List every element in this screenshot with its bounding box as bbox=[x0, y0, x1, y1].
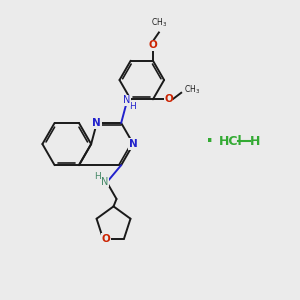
Text: O: O bbox=[148, 40, 157, 50]
Text: HCl: HCl bbox=[218, 135, 242, 148]
Text: O: O bbox=[102, 234, 110, 244]
Text: H: H bbox=[250, 135, 261, 148]
Text: H: H bbox=[94, 172, 101, 182]
Text: CH$_3$: CH$_3$ bbox=[151, 16, 167, 28]
Text: CH$_3$: CH$_3$ bbox=[184, 84, 200, 96]
Text: N: N bbox=[101, 177, 108, 187]
Text: N: N bbox=[92, 118, 101, 128]
Text: O: O bbox=[164, 94, 173, 104]
Text: N: N bbox=[123, 95, 130, 105]
Text: N: N bbox=[129, 139, 138, 149]
Text: ·: · bbox=[206, 132, 213, 151]
Text: H: H bbox=[129, 102, 136, 111]
